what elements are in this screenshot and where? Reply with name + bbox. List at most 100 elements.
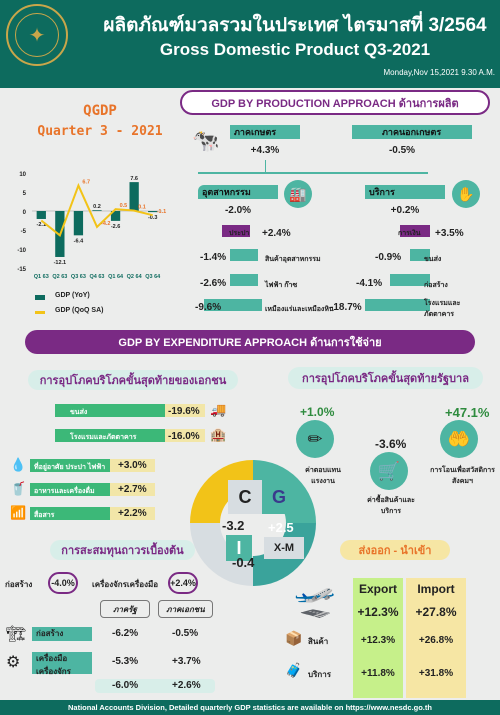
serv-item-3-label: โรงแรมและภัตตาคาร	[424, 300, 461, 318]
serv-item-2-label: ก่อสร้าง	[424, 282, 448, 289]
nonagri-label: ภาคนอกเกษตร	[352, 125, 472, 139]
bar-label-6: -0.3	[148, 215, 157, 221]
import-total: +27.8%	[415, 605, 457, 619]
private-item-0-val: -19.6%	[168, 406, 200, 417]
goods-export: +12.3%	[360, 635, 396, 646]
bar-label-4: -2.6	[111, 224, 120, 230]
connector-line	[198, 172, 428, 174]
private-item-0-label: ขนส่ง	[70, 409, 88, 416]
legend-yoy: GDP (YoY)	[55, 292, 90, 299]
nonagri-value: -0.5%	[388, 145, 416, 156]
title-thai: ผลิตภัณฑ์มวลรวมในประเทศ ไตรมาสที่ 3/2564	[103, 15, 487, 36]
expenditure-banner: GDP BY EXPENDITURE APPROACH ด้านการใช้จ่…	[25, 330, 475, 354]
inv-header-priv: ภาคเอกชน	[158, 600, 213, 618]
inv-row-2-gov: -6.0%	[112, 680, 139, 691]
legend-yoy-swatch	[35, 295, 45, 300]
inv-machine-label: เครื่องจักรเครื่องมือ	[92, 580, 159, 589]
inv-title: การสะสมทุนถาวรเบื้องต้น	[61, 545, 184, 557]
ind-item-2-label: ไฟฟ้า ก๊าซ	[265, 282, 298, 289]
quarter-label: Quarter 3 - 2021	[37, 124, 163, 139]
line-label-5: 0.1	[138, 205, 146, 211]
ind-item-3-label: เหมืองแร่และเหมืองหิน	[265, 306, 334, 313]
legend-qoq: GDP (QoQ SA)	[55, 307, 104, 314]
serv-item-3-val: -18.7%	[330, 302, 362, 313]
legend-qoq-swatch	[35, 311, 45, 314]
gov-item-2-val: +47.1%	[445, 405, 490, 420]
x-tick-label-2: Q3 63	[71, 274, 86, 280]
inv-row-1-label: เครื่องมือเครื่องจักร	[32, 652, 92, 676]
gdp-chart: 10 5 0 -5 -10 -15 -2.1 Q1 63 -12.1 Q2 63 -6.4 Q3 63…	[17, 172, 166, 280]
agri-label: ภาคเกษตร	[230, 125, 300, 139]
box-icon: 📦	[285, 630, 303, 646]
bar-label-3: 0.2	[93, 204, 101, 210]
ind-item-1-val: -1.4%	[200, 252, 227, 263]
water-drop-icon: 💧	[10, 457, 27, 472]
truck-icon: 🚚	[210, 402, 227, 417]
ship-plane-icon: 🛫	[293, 581, 337, 619]
qoq-line	[40, 182, 153, 237]
import-column	[406, 578, 466, 698]
export-column	[353, 578, 403, 698]
release-date: Monday,Nov 15,2021 9.30 A.M.	[383, 68, 495, 77]
private-bar-0	[55, 404, 165, 417]
serv-item-0-label: การเงิน	[398, 230, 421, 237]
bar-6	[148, 211, 158, 213]
inv-construct-label: ก่อสร้าง	[5, 580, 33, 589]
trade-title-box: ส่งออก - นำเข้า	[340, 540, 450, 560]
wheel-g-val: +2.5	[268, 520, 294, 535]
footer: National Accounts Division, Detailed qua…	[0, 700, 500, 715]
y-tick-label: 5	[23, 191, 27, 197]
footer-text: National Accounts Division, Detailed qua…	[68, 703, 432, 712]
trade-title: ส่งออก - นำเข้า	[358, 545, 432, 557]
gov-item-0-val: +1.0%	[300, 405, 335, 419]
wheel-g: G	[262, 480, 296, 514]
private-item-3-label: อาหารและเครื่องดื่ม	[34, 488, 95, 495]
x-tick-label-1: Q2 63	[52, 274, 67, 280]
inv-header-gov: ภาครัฐ	[100, 600, 150, 618]
ind-label: อุตสาหกรรม	[198, 185, 278, 199]
ind-item-1-label: สินค้าอุตสาหกรรม	[265, 256, 321, 263]
goods-label: สินค้า	[308, 637, 329, 646]
hotel-icon: 🏨	[210, 427, 227, 442]
inv-title-box: การสะสมทุนถาวรเบื้องต้น	[50, 540, 195, 560]
x-tick-label-3: Q4 63	[90, 274, 105, 280]
serv-item-1-val: -0.9%	[375, 252, 402, 263]
ind-item-3-val: -9.6%	[195, 302, 222, 313]
wheel-xm: X-M	[264, 537, 304, 559]
import-label: Import	[417, 582, 455, 596]
factory-icon: 🏭	[284, 180, 312, 208]
header-bar	[0, 0, 500, 88]
services-label: บริการ	[308, 670, 332, 679]
cart-icon: 🛒	[370, 452, 408, 490]
line-label-3: -4.2	[101, 221, 110, 227]
private-title: การอุปโภคบริโภคขั้นสุดท้ายของเอกชน	[39, 375, 227, 387]
serv-value: +0.2%	[390, 205, 420, 216]
production-banner: GDP BY PRODUCTION APPROACH ด้านการผลิต	[180, 90, 490, 115]
private-item-2-label: ที่อยู่อาศัย ประปา ไฟฟ้า	[34, 464, 106, 471]
inv-row-0-label: ก่อสร้าง	[32, 627, 92, 641]
private-item-4-val: +2.2%	[118, 508, 147, 519]
y-tick-label: 0	[23, 210, 27, 216]
ind-value: -2.0%	[224, 205, 252, 216]
goods-import: +26.8%	[418, 635, 454, 646]
ind-item-0-label: ประปา	[229, 230, 250, 237]
ind-item-0-val: +2.4%	[262, 228, 291, 239]
bar-5	[129, 182, 139, 211]
title-english: Gross Domestic Product Q3-2021	[159, 40, 431, 59]
serv-label: บริการ	[365, 185, 445, 199]
line-label-4: 0.5	[120, 203, 128, 209]
gov-title-box: การอุปโภคบริโภคขั้นสุดท้ายรัฐบาล	[288, 367, 483, 389]
export-total: +12.3%	[357, 605, 399, 619]
services-export: +11.8%	[361, 668, 395, 679]
agri-value: +4.3%	[250, 145, 280, 156]
x-tick-label-4: Q1 64	[108, 274, 124, 280]
bar-0	[36, 211, 46, 219]
bar-label-1: -12.1	[54, 260, 67, 266]
inv-row-1-gov: -5.3%	[112, 656, 139, 667]
gov-item-1-label: ค่าซื้อสินค้าและบริการ	[367, 497, 415, 515]
production-banner-text: GDP BY PRODUCTION APPROACH ด้านการผลิต	[211, 97, 459, 110]
cow-icon: 🐄	[192, 128, 220, 153]
x-tick-label-6: Q3 64	[145, 274, 161, 280]
welfare-icon: 🤲	[440, 420, 478, 458]
private-bar-1	[55, 429, 165, 442]
